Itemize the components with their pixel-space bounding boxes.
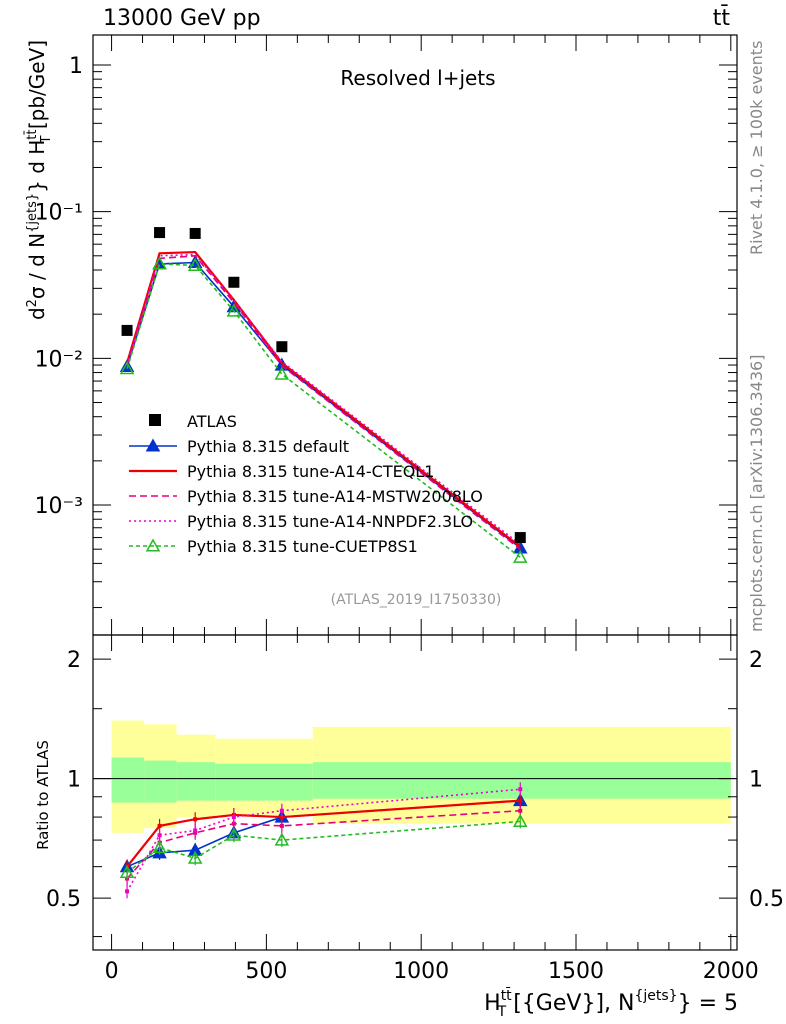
legend-marker-atlas xyxy=(149,414,161,426)
y-tick-label: 10⁻³ xyxy=(35,494,83,519)
ratio-curves xyxy=(119,782,528,899)
ratio-point-4 xyxy=(119,864,135,879)
ratio-panel: 2 2 1 1 0.5 0.5 0 500 1000 1500 2000 xyxy=(46,634,784,984)
legend-label-1: Pythia 8.315 tune-A14-CTEQL1 xyxy=(187,462,434,481)
ratio-y-tick-label-right: 0.5 xyxy=(749,887,784,912)
main-curves xyxy=(119,250,528,563)
series-point-4 xyxy=(152,256,167,270)
series-line-2 xyxy=(126,254,521,550)
ratio-band-inner xyxy=(111,757,145,803)
data-point xyxy=(228,276,240,288)
data-point xyxy=(189,227,201,239)
ratio-point-1 xyxy=(518,798,523,803)
ratio-band-inner xyxy=(312,762,731,799)
process-label: tt̄ xyxy=(713,5,731,31)
ratio-point-3 xyxy=(193,828,198,833)
main-y-axis-label: d2σ / d N{jets}} d Htt̄T [pb/GeV] xyxy=(25,40,54,320)
series-point-4 xyxy=(274,366,290,380)
x-tick-label: 2000 xyxy=(703,959,759,984)
ratio-point-4 xyxy=(187,850,203,864)
ratio-point-1 xyxy=(157,823,162,828)
data-point xyxy=(514,532,526,544)
ratio-y-tick-label-left: 1 xyxy=(67,768,81,793)
y-tick-label: 10⁻¹ xyxy=(35,201,83,226)
legend-label-3: Pythia 8.315 tune-A14-NNPDF2.3LO xyxy=(187,512,473,531)
legend-label-4: Pythia 8.315 tune-CUETP8S1 xyxy=(187,537,418,556)
data-point xyxy=(154,227,166,239)
x-tick-label: 0 xyxy=(105,959,119,984)
mcplots-label: mcplots.cern.ch [arXiv:1306.3436] xyxy=(747,355,766,632)
ratio-line-4 xyxy=(126,820,521,874)
chart-title: Resolved l+jets xyxy=(340,66,495,90)
ratio-point-3 xyxy=(157,833,162,838)
ratio-y-axis-label: Ratio to ATLAS xyxy=(34,740,52,850)
y-tick-label: 1 xyxy=(69,54,83,79)
series-point-4 xyxy=(512,549,528,563)
ratio-line-1 xyxy=(126,799,521,868)
series-point-4 xyxy=(187,257,203,271)
legend-marker-4 xyxy=(145,538,161,552)
ratio-point-1 xyxy=(193,817,198,822)
data-point xyxy=(121,324,133,336)
ratio-y-tick-label-right: 2 xyxy=(749,648,763,673)
rivet-version-label: Rivet 4.1.0, ≥ 100k events xyxy=(747,41,766,255)
analysis-id-label: (ATLAS_2019_I1750330) xyxy=(331,592,502,608)
ratio-y-tick-label-left: 0.5 xyxy=(46,887,81,912)
ratio-point-3 xyxy=(279,808,284,813)
ratio-point-3 xyxy=(518,787,523,792)
ratio-line-3 xyxy=(126,788,521,892)
x-tick-label: 1500 xyxy=(548,959,604,984)
main-axis-ticks: 1 10⁻¹ 10⁻² 10⁻³ xyxy=(35,35,737,635)
x-axis-label: Htt̄ T [{GeV}], N{jets}} = 5 xyxy=(484,986,738,1020)
x-tick-label: 500 xyxy=(245,959,287,984)
y-tick-label: 10⁻² xyxy=(35,347,83,372)
ratio-point-4 xyxy=(152,840,167,854)
ratio-point-4 xyxy=(512,813,528,827)
ratio-uncertainty-bands xyxy=(111,720,731,833)
data-point xyxy=(276,341,288,353)
legend-label-2: Pythia 8.315 tune-A14-MSTW2008LO xyxy=(187,487,483,506)
series-line-1 xyxy=(126,250,521,548)
ratio-band-inner xyxy=(215,763,313,801)
series-point-4 xyxy=(226,303,242,317)
legend-label-atlas: ATLAS xyxy=(187,412,237,431)
main-panel: Resolved l+jets (ATLAS_2019_I1750330) 11… xyxy=(35,34,738,636)
main-data-points xyxy=(121,227,526,544)
ratio-frame xyxy=(92,634,738,951)
ratio-point-2 xyxy=(518,808,523,813)
series-point-4 xyxy=(119,361,135,375)
ratio-point-2 xyxy=(279,823,284,828)
ratio-line-2 xyxy=(126,809,521,880)
series-line-4 xyxy=(126,263,521,558)
ratio-axis-ticks: 2 2 1 1 0.5 0.5 0 500 1000 1500 2000 xyxy=(46,635,784,984)
ratio-y-tick-label-right: 1 xyxy=(749,768,763,793)
energy-label: 13000 GeV pp xyxy=(103,6,261,31)
legend-marker-0 xyxy=(145,438,161,452)
ratio-point-4 xyxy=(274,832,290,846)
legend: ATLAS Pythia 8.315 default Pythia 8.315 t… xyxy=(129,412,483,556)
ratio-point-3 xyxy=(125,889,130,894)
ratio-y-tick-label-left: 2 xyxy=(67,648,81,673)
legend-label-0: Pythia 8.315 default xyxy=(187,437,349,456)
ratio-point-4 xyxy=(226,827,242,841)
ratio-band-inner xyxy=(176,762,216,801)
ratio-point-3 xyxy=(231,815,236,820)
x-tick-label: 1000 xyxy=(393,959,449,984)
ratio-band-inner xyxy=(144,760,177,803)
